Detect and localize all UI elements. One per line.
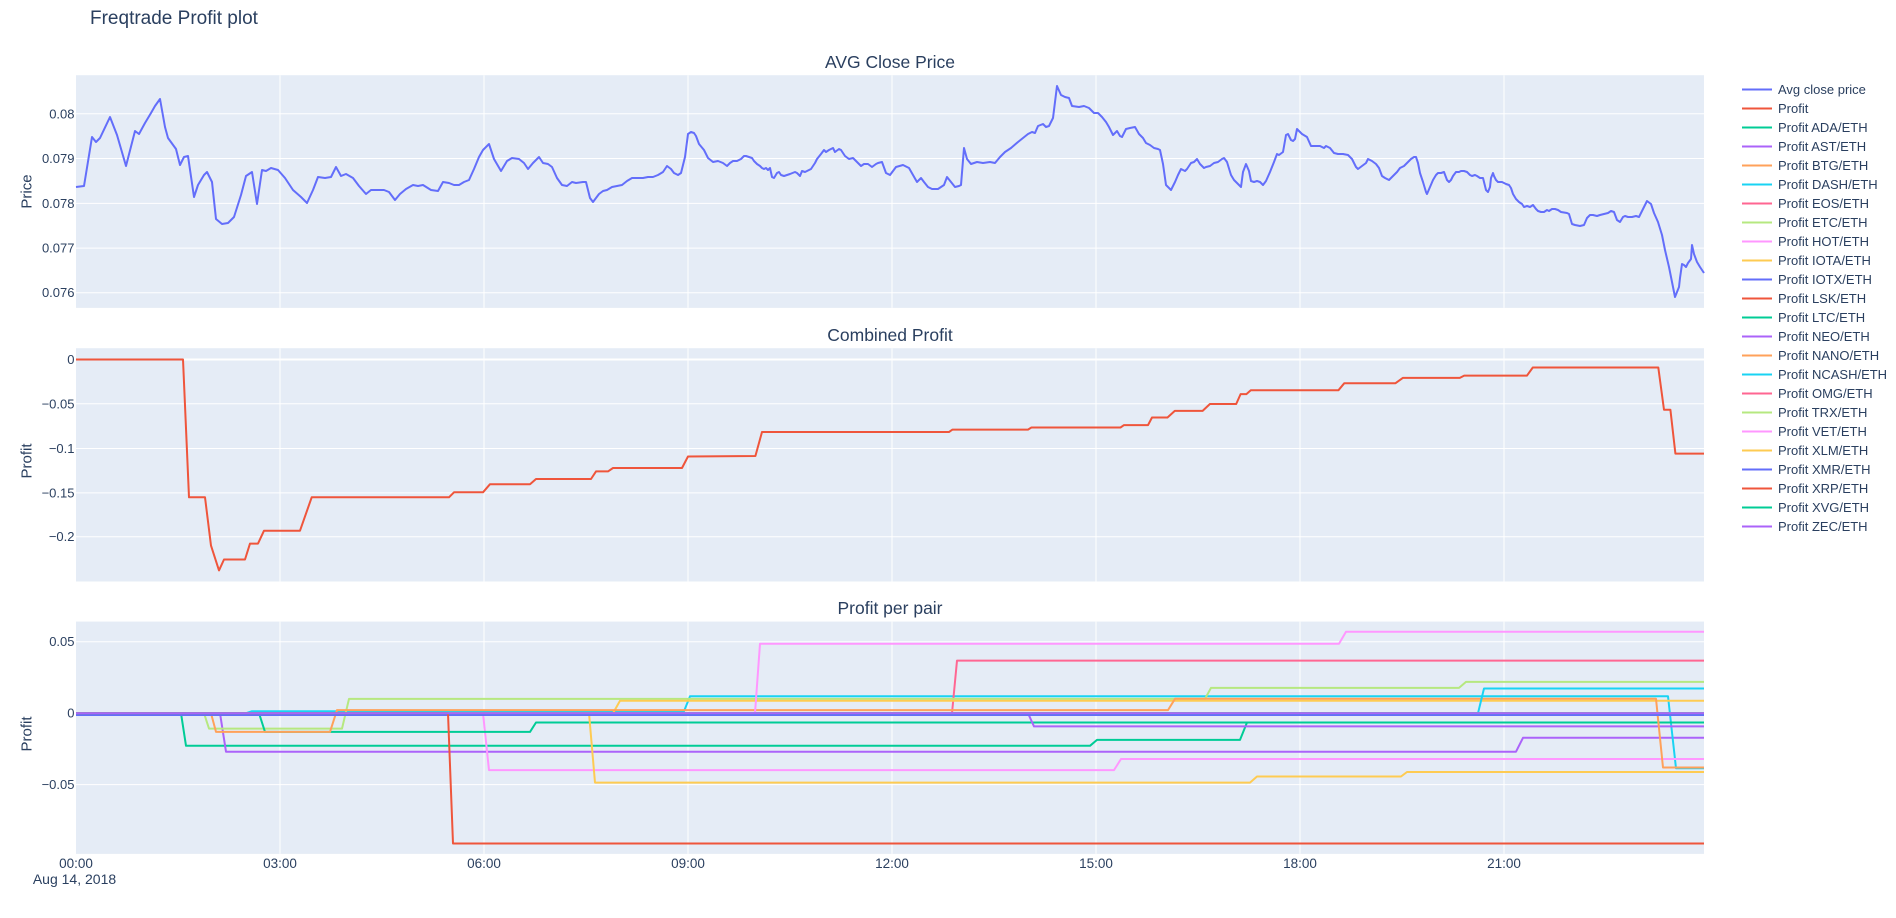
svg-text:Profit BTG/ETH: Profit BTG/ETH [1778,158,1868,173]
svg-text:−0.05: −0.05 [42,396,75,411]
svg-text:Profit ZEC/ETH: Profit ZEC/ETH [1778,519,1868,534]
svg-text:Profit ADA/ETH: Profit ADA/ETH [1778,120,1868,135]
svg-text:09:00: 09:00 [671,856,705,871]
svg-text:Profit NCASH/ETH: Profit NCASH/ETH [1778,367,1887,382]
svg-text:12:00: 12:00 [875,856,909,871]
svg-text:Profit: Profit [19,443,36,479]
svg-text:Avg close price: Avg close price [1778,82,1866,97]
svg-text:Profit XMR/ETH: Profit XMR/ETH [1778,462,1870,477]
svg-text:0.08: 0.08 [49,106,74,121]
svg-text:−0.05: −0.05 [42,777,75,792]
svg-text:15:00: 15:00 [1079,856,1113,871]
svg-text:−0.2: −0.2 [49,529,75,544]
svg-text:AVG Close Price: AVG Close Price [825,52,955,72]
svg-text:Freqtrade Profit plot: Freqtrade Profit plot [90,8,259,29]
svg-text:Profit per pair: Profit per pair [837,598,942,618]
svg-text:Profit XLM/ETH: Profit XLM/ETH [1778,443,1868,458]
svg-text:03:00: 03:00 [263,856,297,871]
svg-text:Profit IOTX/ETH: Profit IOTX/ETH [1778,272,1872,287]
svg-text:Profit: Profit [1778,101,1809,116]
svg-text:Profit: Profit [19,716,36,752]
svg-text:0.078: 0.078 [42,196,75,211]
svg-text:Profit XVG/ETH: Profit XVG/ETH [1778,500,1869,515]
svg-text:00:00: 00:00 [59,856,93,871]
svg-text:Profit DASH/ETH: Profit DASH/ETH [1778,177,1878,192]
svg-text:Profit EOS/ETH: Profit EOS/ETH [1778,196,1869,211]
svg-text:18:00: 18:00 [1283,856,1317,871]
svg-text:Profit VET/ETH: Profit VET/ETH [1778,424,1867,439]
svg-text:Aug 14, 2018: Aug 14, 2018 [33,871,117,887]
svg-text:0.079: 0.079 [42,151,75,166]
svg-text:0.076: 0.076 [42,285,75,300]
svg-text:Profit TRX/ETH: Profit TRX/ETH [1778,405,1867,420]
svg-text:Profit HOT/ETH: Profit HOT/ETH [1778,234,1869,249]
svg-text:Profit LSK/ETH: Profit LSK/ETH [1778,291,1866,306]
svg-text:21:00: 21:00 [1487,856,1521,871]
svg-text:Profit XRP/ETH: Profit XRP/ETH [1778,481,1868,496]
svg-text:−0.1: −0.1 [49,441,75,456]
svg-text:0: 0 [67,706,74,721]
svg-text:Price: Price [19,174,36,208]
svg-text:Profit IOTA/ETH: Profit IOTA/ETH [1778,253,1871,268]
svg-text:Profit ETC/ETH: Profit ETC/ETH [1778,215,1868,230]
svg-text:0: 0 [67,352,74,367]
svg-text:Profit OMG/ETH: Profit OMG/ETH [1778,386,1873,401]
svg-text:Profit NEO/ETH: Profit NEO/ETH [1778,329,1870,344]
svg-text:Profit NANO/ETH: Profit NANO/ETH [1778,348,1879,363]
svg-text:Combined Profit: Combined Profit [827,325,953,345]
svg-text:0.077: 0.077 [42,241,75,256]
svg-text:Profit AST/ETH: Profit AST/ETH [1778,139,1866,154]
svg-text:0.05: 0.05 [49,634,74,649]
svg-text:Profit LTC/ETH: Profit LTC/ETH [1778,310,1865,325]
svg-text:06:00: 06:00 [467,856,501,871]
svg-text:−0.15: −0.15 [42,485,75,500]
